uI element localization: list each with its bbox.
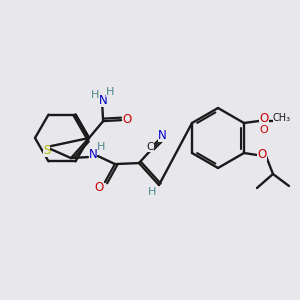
Text: CH₃: CH₃ <box>273 113 291 123</box>
Text: C: C <box>146 142 154 152</box>
Text: O: O <box>122 112 132 126</box>
Text: O: O <box>257 148 267 160</box>
Text: H: H <box>97 142 105 152</box>
Text: S: S <box>43 144 50 157</box>
Text: N: N <box>88 148 97 160</box>
Text: O: O <box>94 181 104 194</box>
Text: O: O <box>260 125 268 135</box>
Text: N: N <box>158 129 166 142</box>
Text: H: H <box>91 90 99 100</box>
Text: N: N <box>99 94 107 106</box>
Text: H: H <box>148 187 156 197</box>
Text: O: O <box>260 112 268 125</box>
Text: H: H <box>106 87 114 97</box>
